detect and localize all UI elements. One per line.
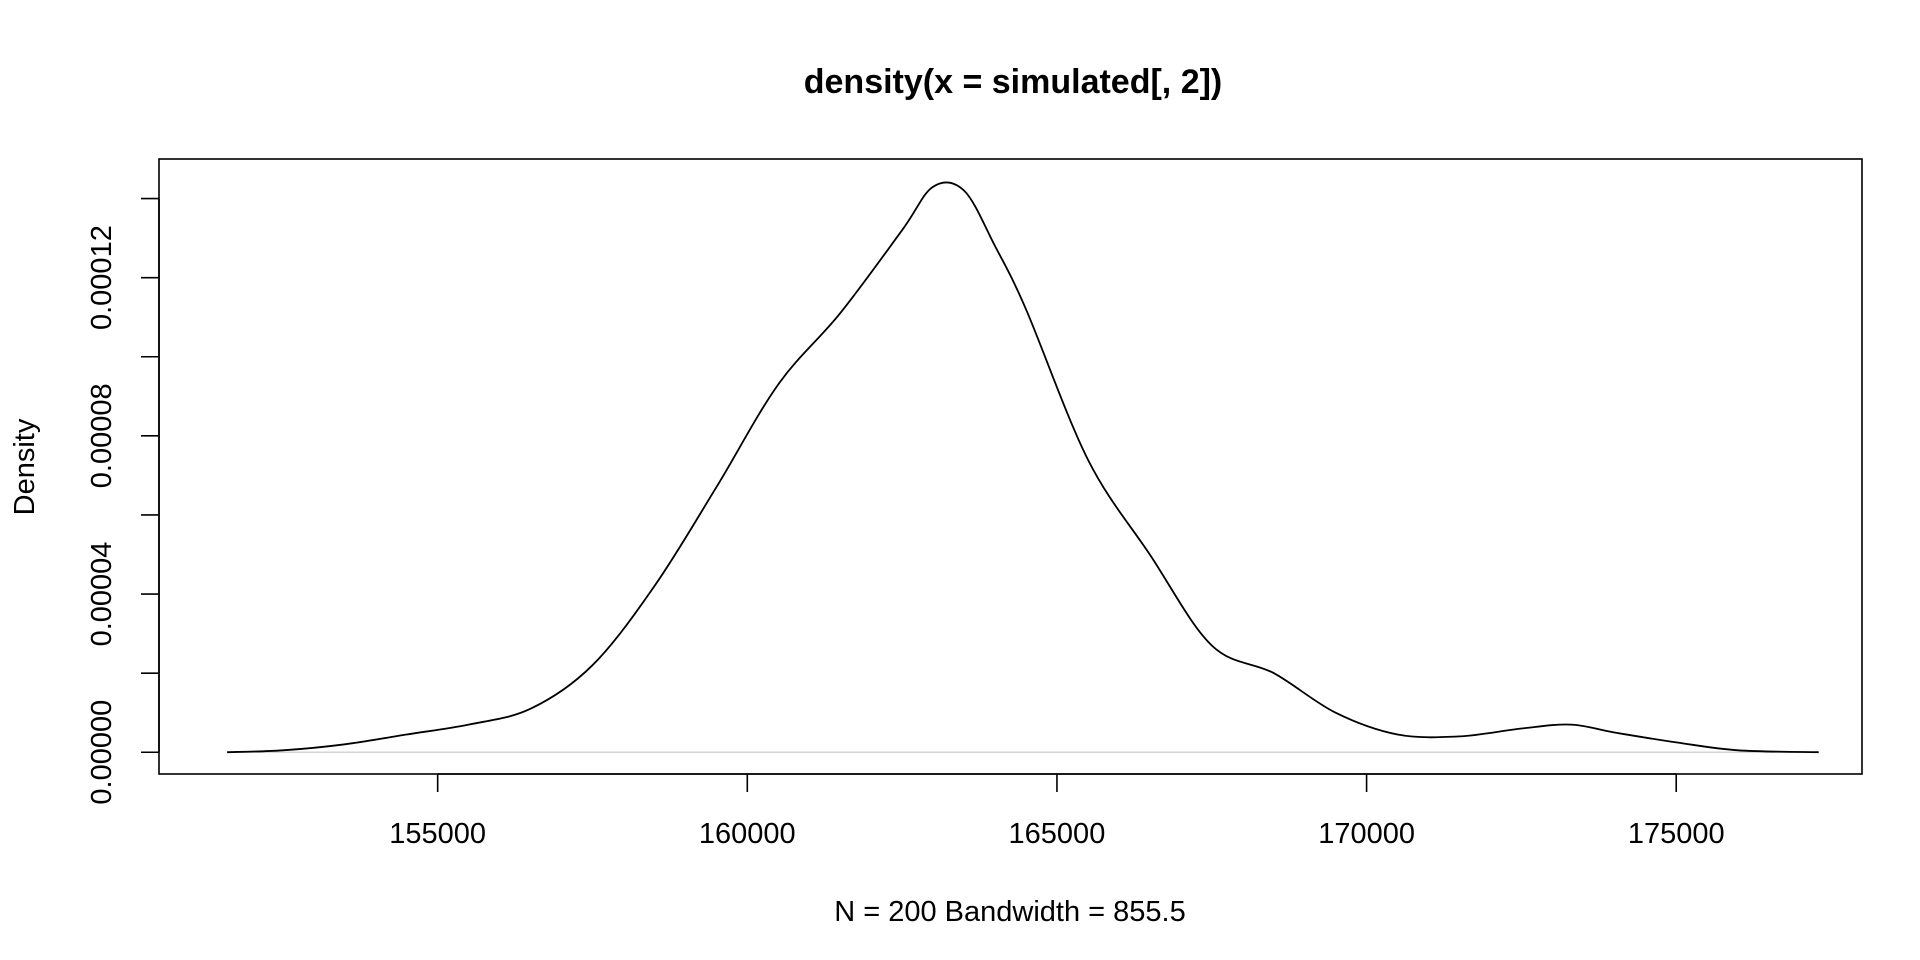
x-tick-label: 155000 bbox=[389, 818, 486, 850]
y-axis: 0.00000 0.00004 0.00008 0.00012 bbox=[86, 197, 160, 805]
y-tick-label: 0.00008 bbox=[86, 383, 118, 488]
x-tick-label: 165000 bbox=[1009, 818, 1106, 850]
chart-title: density(x = simulated[, 2]) bbox=[804, 63, 1223, 101]
x-tick-label: 160000 bbox=[699, 818, 796, 850]
x-axis-label: N = 200 Bandwidth = 855.5 bbox=[834, 896, 1185, 928]
x-tick-label: 175000 bbox=[1628, 818, 1725, 850]
y-tick-label: 0.00012 bbox=[86, 225, 118, 330]
y-tick-label: 0.00004 bbox=[86, 542, 118, 647]
x-tick-label: 170000 bbox=[1318, 818, 1415, 850]
x-axis: 155000 160000 165000 170000 175000 bbox=[389, 773, 1725, 850]
plot-frame bbox=[158, 158, 1863, 775]
y-tick-label: 0.00000 bbox=[86, 700, 118, 805]
y-axis-label: Density bbox=[9, 418, 41, 515]
density-curve bbox=[227, 181, 1819, 754]
